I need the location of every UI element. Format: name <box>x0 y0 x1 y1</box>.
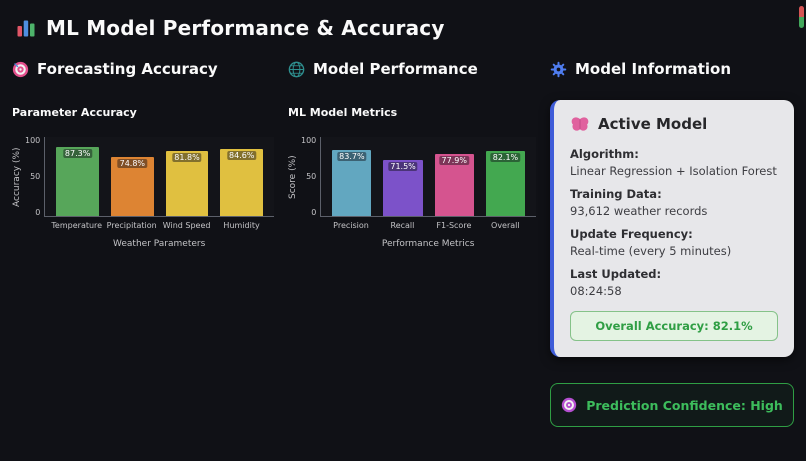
y-tick: 0 <box>35 208 41 217</box>
section-title: Model Performance <box>313 60 478 78</box>
bar-value-label: 71.5% <box>388 161 418 171</box>
card-title: Active Model <box>598 115 708 133</box>
y-axis-label: Score (%) <box>288 155 298 199</box>
chart-title: ML Model Metrics <box>288 106 398 119</box>
page-title: ML Model Performance & Accuracy <box>46 16 445 40</box>
x-tick-precision: Precision <box>333 221 369 230</box>
y-tick: 50 <box>306 172 317 181</box>
x-tick-humidity: Humidity <box>223 221 260 230</box>
target-icon <box>561 397 577 413</box>
field-label: Training Data: <box>570 187 662 201</box>
card-header: Active Model <box>570 114 778 134</box>
x-tick-precipitation: Precipitation <box>106 221 157 230</box>
field-value: 08:24:58 <box>570 284 622 298</box>
field-label: Algorithm: <box>570 147 639 161</box>
prediction-confidence-banner: Prediction Confidence: High <box>550 383 794 427</box>
bar-value-label: 82.1% <box>490 153 521 163</box>
plot-wrap: 87.3% 74.8% 81.8% 84.6% Temperature Precipit… <box>44 123 274 249</box>
plot-area: 87.3% 74.8% 81.8% 84.6% <box>44 137 274 217</box>
field-value: 93,612 weather records <box>570 204 708 218</box>
x-axis-ticks: Temperature Precipitation Wind Speed Humidi… <box>44 221 274 230</box>
chart-body: Accuracy (%) 100 50 0 87.3% 74.8% 81.8% 84.… <box>12 123 274 249</box>
bar-chart-icon <box>16 18 36 38</box>
section-title: Forecasting Accuracy <box>37 60 218 78</box>
field-label: Update Frequency: <box>570 227 693 241</box>
overall-accuracy-badge: Overall Accuracy: 82.1% <box>570 311 778 341</box>
model-performance-header: Model Performance <box>288 58 536 80</box>
x-axis-label: Weather Parameters <box>113 239 206 249</box>
y-axis-ticks: 100 50 0 <box>25 137 40 217</box>
y-tick: 50 <box>30 172 41 181</box>
y-tick: 100 <box>25 136 41 145</box>
active-model-card: Active Model Algorithm: Linear Regressio… <box>550 100 794 357</box>
model-information-header: Model Information <box>550 58 794 80</box>
x-axis-label: Performance Metrics <box>381 239 475 249</box>
columns: Forecasting Accuracy Parameter Accuracy … <box>12 54 794 427</box>
y-tick: 0 <box>311 208 317 217</box>
y-tick: 100 <box>301 136 317 145</box>
y-axis-ticks: 100 50 0 <box>301 137 316 217</box>
target-icon <box>12 61 29 78</box>
bar-temperature: 87.3% <box>56 147 99 216</box>
x-tick-overall: Overall <box>491 221 520 230</box>
bar-humidity: 84.6% <box>220 149 264 216</box>
x-tick-f1-score: F1-Score <box>436 221 472 230</box>
bar-value-label: 74.8% <box>117 158 148 168</box>
algorithm-field: Algorithm: Linear Regression + Isolation… <box>570 147 778 178</box>
gear-icon <box>550 61 567 78</box>
bar-wind-speed: 81.8% <box>165 151 209 216</box>
bar-precision: 83.7% <box>332 149 372 216</box>
x-tick-recall: Recall <box>390 221 415 230</box>
bar-overall: 82.1% <box>485 151 526 216</box>
last-updated-field: Last Updated: 08:24:58 <box>570 267 778 298</box>
field-label: Last Updated: <box>570 267 662 281</box>
field-value: Linear Regression + Isolation Forest <box>570 164 777 178</box>
bar-f1-score: 77.9% <box>434 154 474 216</box>
brain-icon <box>570 114 590 134</box>
dashboard: ML Model Performance & Accuracy Forecast… <box>12 10 794 427</box>
bar-value-label: 81.8% <box>172 153 202 163</box>
ml-model-metrics-chart: ML Model Metrics Score (%) 100 50 0 83.7… <box>288 106 536 249</box>
y-axis-label: Accuracy (%) <box>12 147 22 207</box>
bar-value-label: 87.3% <box>62 149 93 159</box>
globe-icon <box>288 61 305 78</box>
bar-value-label: 77.9% <box>439 156 469 166</box>
parameter-accuracy-chart: Parameter Accuracy Accuracy (%) 100 50 0… <box>12 106 274 249</box>
model-information-column: Model Information Active Model Algorithm… <box>550 54 794 427</box>
plot-wrap: 83.7% 71.5% 77.9% 82.1% Precision Recall F1-S… <box>320 123 536 249</box>
bar-recall: 71.5% <box>383 159 423 216</box>
bar-value-label: 83.7% <box>337 151 367 161</box>
prediction-confidence-text: Prediction Confidence: High <box>586 397 783 413</box>
bar-precipitation: 74.8% <box>110 156 154 216</box>
field-value: Real-time (every 5 minutes) <box>570 244 732 258</box>
forecasting-accuracy-header: Forecasting Accuracy <box>12 58 274 80</box>
scrollbar-thumb[interactable] <box>799 6 804 28</box>
x-tick-wind-speed: Wind Speed <box>162 221 211 230</box>
bar-value-label: 84.6% <box>226 151 257 161</box>
forecasting-accuracy-column: Forecasting Accuracy Parameter Accuracy … <box>12 54 274 249</box>
section-title: Model Information <box>575 60 732 78</box>
plot-area: 83.7% 71.5% 77.9% 82.1% <box>320 137 536 217</box>
model-performance-column: Model Performance ML Model Metrics Score… <box>288 54 536 249</box>
update-frequency-field: Update Frequency: Real-time (every 5 min… <box>570 227 778 258</box>
x-tick-temperature: Temperature <box>51 221 103 230</box>
chart-title: Parameter Accuracy <box>12 106 137 119</box>
training-data-field: Training Data: 93,612 weather records <box>570 187 778 218</box>
x-axis-ticks: Precision Recall F1-Score Overall <box>320 221 536 230</box>
app-header: ML Model Performance & Accuracy <box>12 10 794 54</box>
chart-body: Score (%) 100 50 0 83.7% 71.5% 77.9% 82.1% … <box>288 123 536 249</box>
